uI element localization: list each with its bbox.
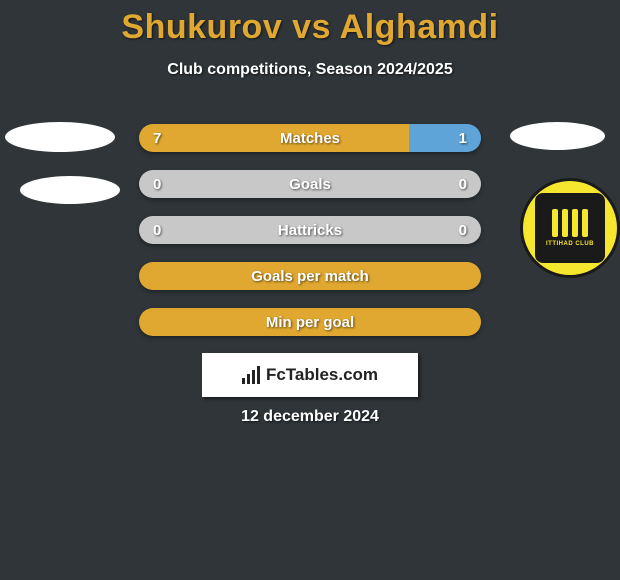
stat-bar-label: Min per goal xyxy=(139,308,481,336)
badge-stripes-icon xyxy=(552,209,588,237)
stat-bar-row: Matches7 1 xyxy=(139,124,481,152)
watermark-text: FcTables.com xyxy=(266,365,378,385)
player-left-shape-2 xyxy=(20,176,120,204)
stat-bar-row: Goals per match xyxy=(139,262,481,290)
stat-bar-row: Goals0 0 xyxy=(139,170,481,198)
stat-bar-left-value: 0 xyxy=(139,170,175,198)
badge-label: ITTIHAD CLUB xyxy=(546,241,594,247)
stat-bar-right-value: 1 xyxy=(445,124,481,152)
stat-bar-label: Goals xyxy=(139,170,481,198)
comparison-subtitle: Club competitions, Season 2024/2025 xyxy=(0,61,620,79)
snapshot-date: 12 december 2024 xyxy=(0,408,620,426)
stat-bar-row: Hattricks0 0 xyxy=(139,216,481,244)
stat-bar-right-value: 0 xyxy=(445,170,481,198)
watermark-box: FcTables.com xyxy=(202,353,418,397)
stat-bar-label: Hattricks xyxy=(139,216,481,244)
stat-bar-label: Matches xyxy=(139,124,481,152)
stat-bars-container: Matches71Goals00Hattricks00Goals per mat… xyxy=(139,124,481,354)
comparison-title: Shukurov vs Alghamdi xyxy=(0,0,620,47)
stat-bar-left-value: 7 xyxy=(139,124,175,152)
club-badge-inner: ITTIHAD CLUB xyxy=(535,193,605,263)
player-left-shape-1 xyxy=(5,122,115,152)
stat-bar-left-value: 0 xyxy=(139,216,175,244)
stat-bar-row: Min per goal xyxy=(139,308,481,336)
player-right-shape-1 xyxy=(510,122,605,150)
club-badge-right: ITTIHAD CLUB xyxy=(520,178,620,278)
stat-bar-label: Goals per match xyxy=(139,262,481,290)
stat-bar-right-value: 0 xyxy=(445,216,481,244)
chart-bars-icon xyxy=(242,366,260,384)
